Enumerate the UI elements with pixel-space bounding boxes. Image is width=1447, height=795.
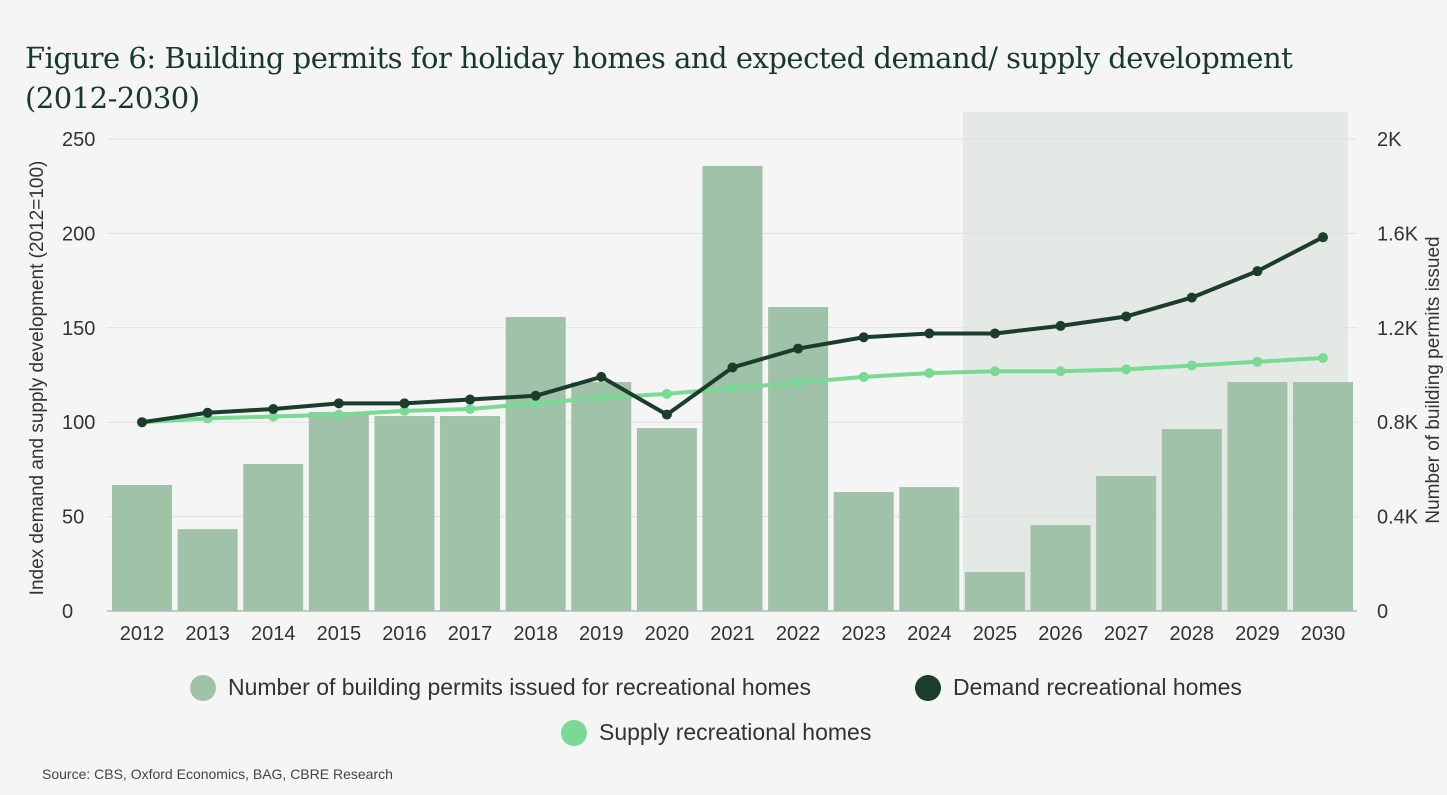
supply-point-2023 [858, 371, 869, 382]
demand-point-2016 [399, 398, 410, 409]
supply-point-2014 [268, 411, 279, 422]
supply-point-2019 [596, 392, 607, 403]
x-tick-label: 2028 [1170, 623, 1215, 645]
x-tick-label: 2022 [776, 623, 821, 645]
y-left-tick-label: 200 [62, 223, 95, 245]
y-left-tick-label: 50 [62, 507, 84, 529]
chart-title: Figure 6: Building permits for holiday h… [25, 41, 1293, 115]
x-tick-label: 2016 [382, 623, 427, 645]
x-tick-label: 2024 [907, 623, 952, 645]
y-right-tick-label: 2K [1377, 129, 1402, 151]
y-right-tick-label: 1.2K [1377, 318, 1419, 340]
bar-permits-2023 [833, 492, 894, 611]
y-right-tick-label: 0.8K [1377, 412, 1419, 434]
x-tick-label: 2029 [1235, 623, 1280, 645]
supply-point-2016 [399, 405, 410, 416]
bar-permits-2027 [1096, 476, 1157, 611]
demand-point-2018 [530, 390, 541, 401]
bar-permits-2028 [1161, 429, 1222, 611]
legend-label-permits: Number of building permits issued for re… [228, 674, 811, 700]
supply-point-2021 [727, 383, 738, 394]
demand-point-2024 [924, 328, 935, 339]
y-right-tick-label: 0 [1377, 601, 1388, 623]
y-left-tick-label: 100 [62, 412, 95, 434]
demand-point-2022 [793, 343, 804, 354]
bar-permits-2017 [440, 416, 501, 611]
supply-point-2024 [924, 368, 935, 379]
x-tick-label: 2030 [1301, 623, 1346, 645]
supply-point-2017 [465, 403, 476, 414]
bar-permits-2016 [374, 416, 435, 611]
legend-item-permits: Number of building permits issued for re… [190, 674, 811, 701]
bar-permits-2030 [1293, 382, 1353, 611]
legend-swatch-supply [561, 719, 587, 746]
x-tick-label: 2018 [513, 623, 558, 645]
x-tick-label: 2013 [185, 623, 230, 645]
demand-point-2030 [1318, 232, 1328, 243]
supply-point-2028 [1186, 360, 1197, 371]
y-left-tick-label: 0 [62, 601, 73, 623]
bar-permits-2025 [964, 572, 1025, 611]
bar-permits-2019 [571, 382, 632, 611]
bar-permits-2022 [768, 307, 829, 611]
supply-point-2030 [1318, 353, 1328, 364]
bar-permits-2024 [899, 487, 960, 611]
supply-point-2015 [333, 409, 344, 420]
bar-permits-2015 [308, 412, 369, 611]
demand-point-2012 [137, 417, 147, 428]
bar-permits-2026 [1030, 525, 1091, 611]
bar-permits-2014 [243, 463, 304, 611]
demand-point-2025 [989, 328, 1000, 339]
demand-point-2021 [727, 362, 738, 373]
y-left-axis-label: Index demand and supply development (201… [27, 161, 48, 596]
x-tick-label: 2026 [1038, 623, 1083, 645]
demand-point-2013 [202, 407, 213, 418]
supply-point-2022 [793, 377, 804, 388]
y-left-tick-label: 250 [62, 129, 95, 151]
x-tick-label: 2019 [579, 623, 624, 645]
demand-point-2028 [1186, 292, 1197, 303]
legend-item-demand: Demand recreational homes [915, 674, 1242, 701]
supply-point-2026 [1055, 366, 1066, 377]
demand-point-2015 [333, 398, 344, 409]
bar-permits-2029 [1227, 382, 1288, 611]
x-tick-label: 2015 [317, 623, 362, 645]
legend-label-demand: Demand recreational homes [953, 674, 1242, 700]
legend-item-supply: Supply recreational homes [561, 719, 871, 746]
demand-point-2027 [1121, 311, 1132, 322]
x-tick-label: 2017 [448, 623, 493, 645]
supply-point-2018 [530, 398, 541, 409]
demand-point-2019 [596, 371, 607, 382]
x-tick-label: 2025 [973, 623, 1018, 645]
x-tick-label: 2014 [251, 623, 296, 645]
bar-permits-2018 [505, 316, 566, 611]
source-note: Source: CBS, Oxford Economics, BAG, CBRE… [42, 766, 393, 782]
y-right-tick-label: 0.4K [1377, 507, 1419, 529]
demand-point-2014 [268, 403, 279, 414]
x-tick-label: 2012 [120, 623, 165, 645]
demand-point-2023 [858, 332, 869, 343]
y-left-tick-label: 150 [62, 318, 95, 340]
bar-permits-2012 [112, 484, 172, 611]
legend-swatch-permits [190, 674, 216, 701]
supply-point-2020 [661, 388, 672, 399]
supply-point-2025 [989, 366, 1000, 377]
y-right-tick-label: 1.6K [1377, 223, 1419, 245]
x-tick-label: 2020 [645, 623, 690, 645]
supply-point-2027 [1121, 364, 1132, 375]
demand-point-2029 [1252, 266, 1263, 277]
x-tick-label: 2027 [1104, 623, 1149, 645]
legend-swatch-demand [915, 674, 941, 701]
bar-permits-2013 [177, 529, 238, 611]
supply-point-2029 [1252, 356, 1263, 367]
demand-point-2026 [1055, 320, 1066, 331]
bar-permits-2020 [636, 428, 697, 611]
demand-point-2020 [661, 409, 672, 420]
x-tick-label: 2021 [710, 623, 755, 645]
legend-label-supply: Supply recreational homes [599, 719, 872, 745]
y-right-axis-label: Number of building permits issued [1423, 236, 1444, 523]
x-tick-label: 2023 [841, 623, 886, 645]
demand-point-2017 [465, 394, 476, 405]
